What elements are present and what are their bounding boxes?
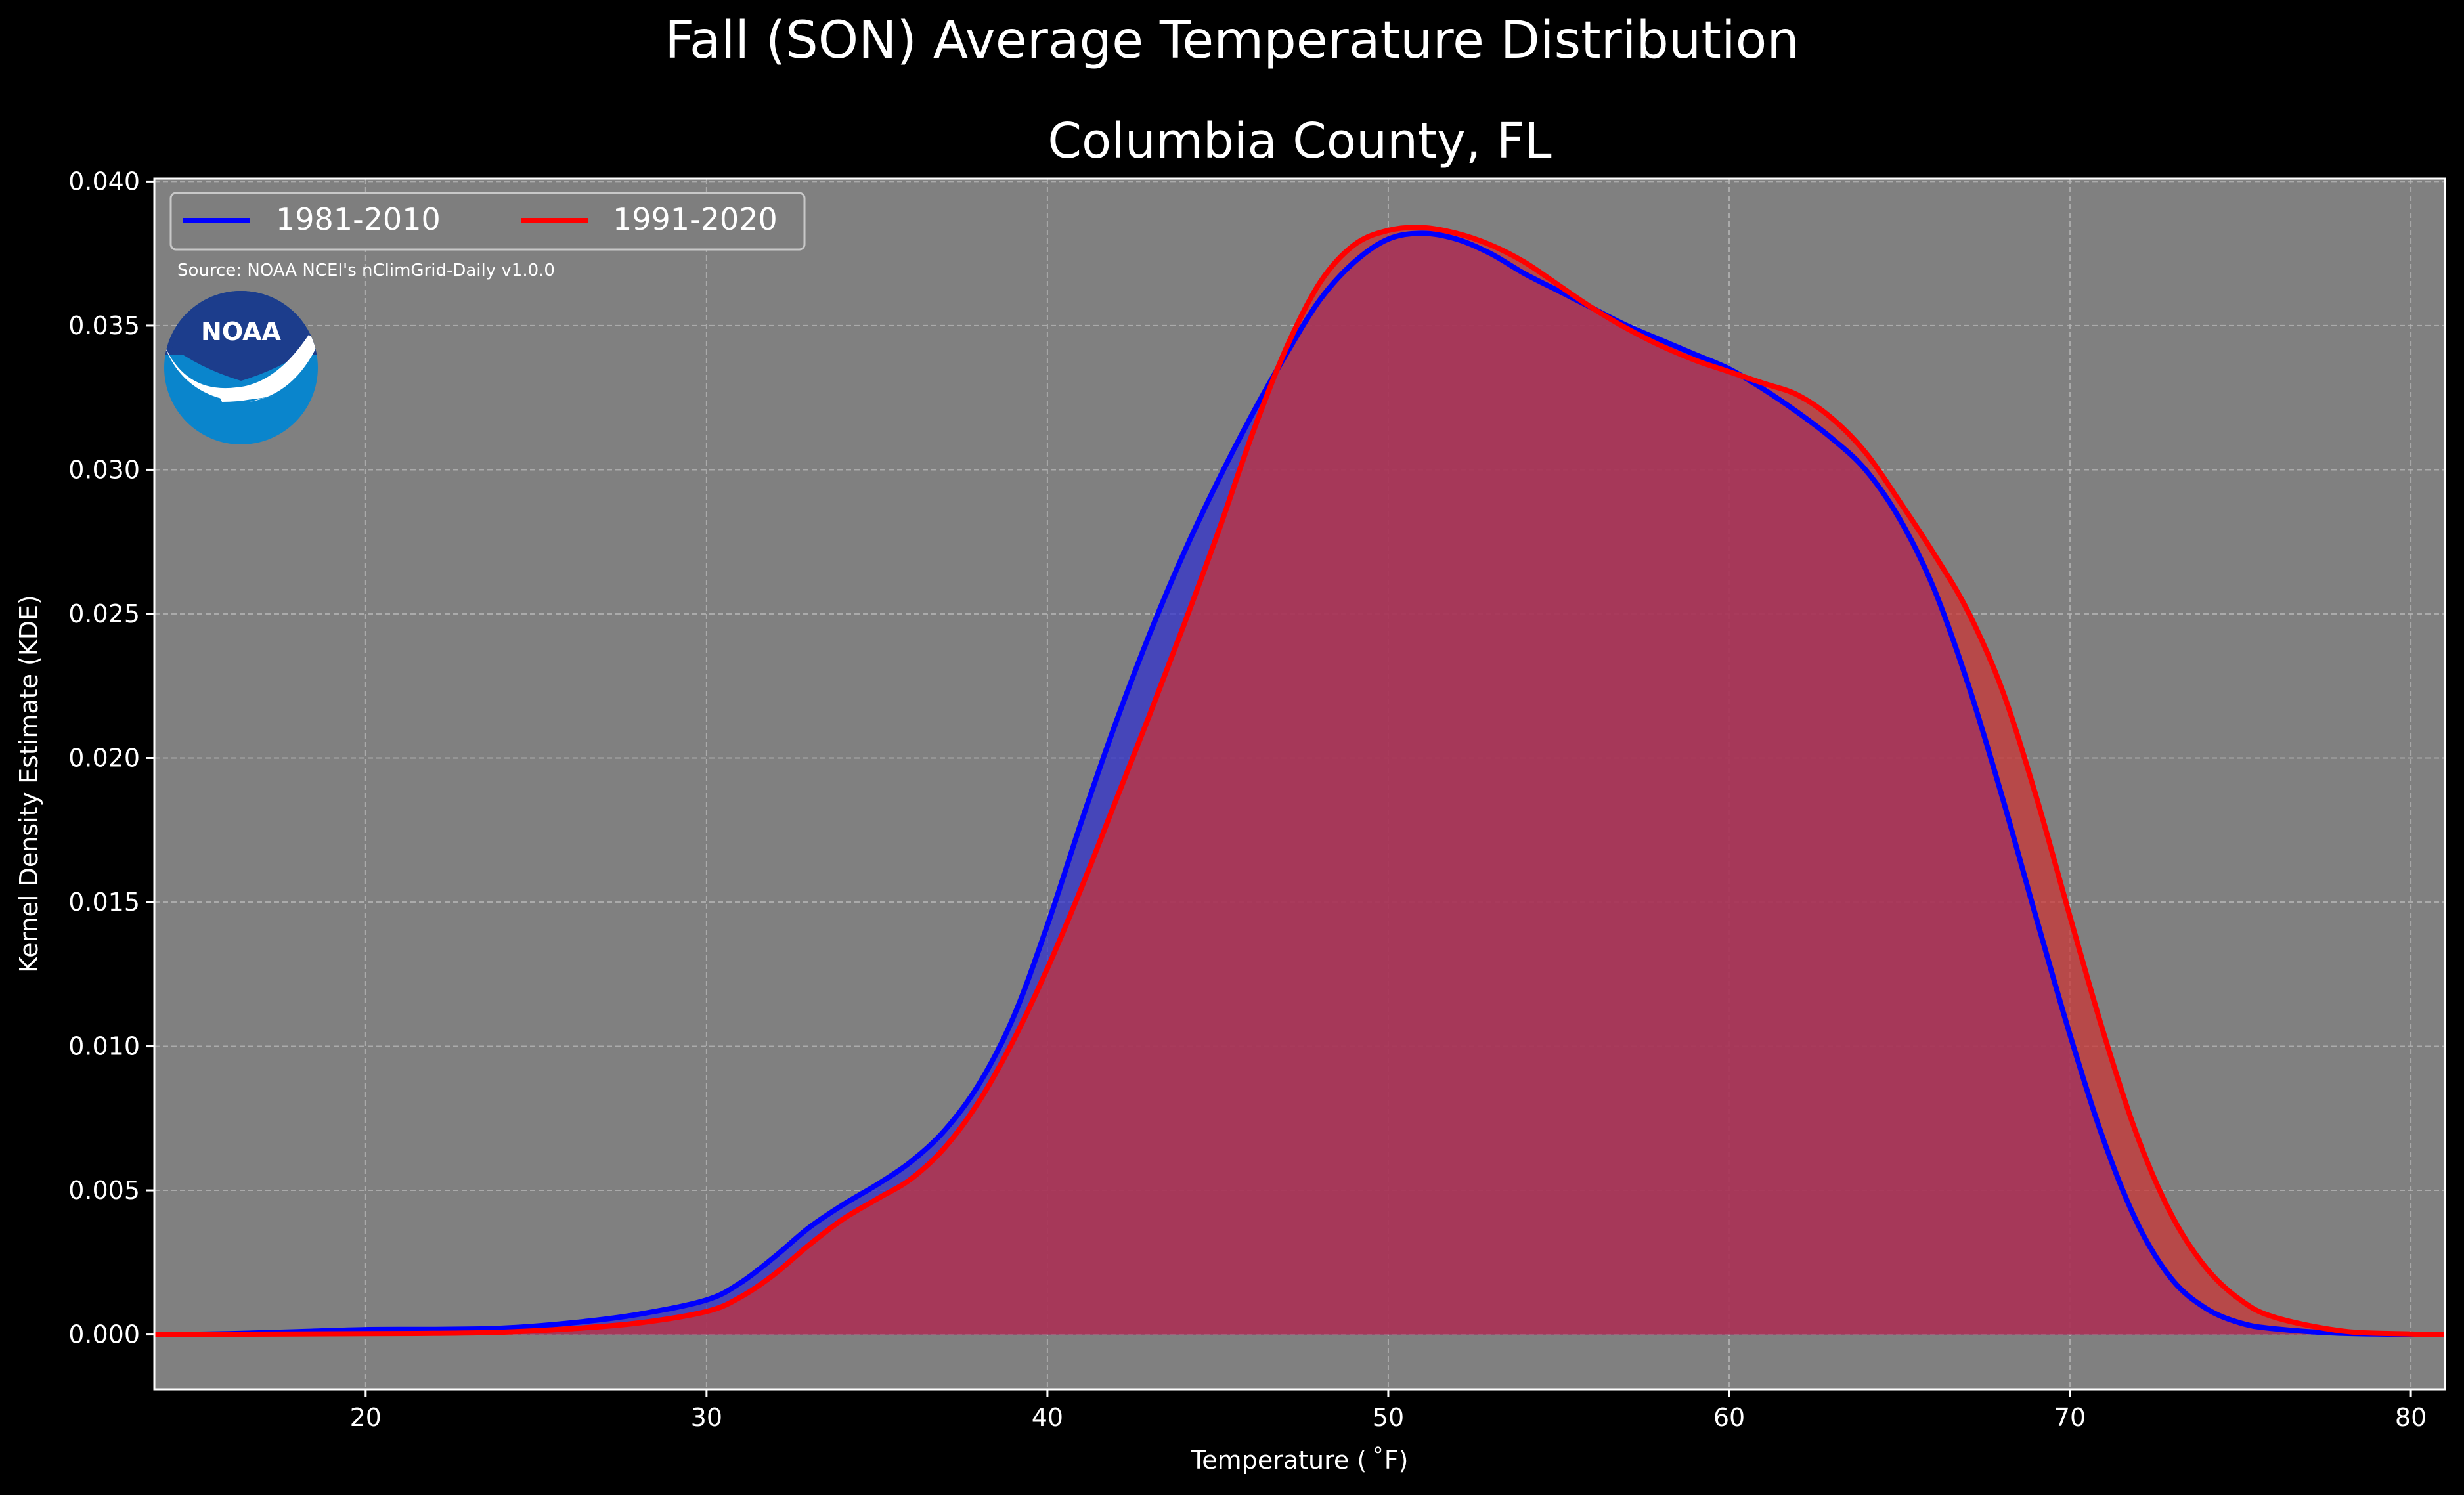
legend: 1981-2010 1991-2020 <box>169 192 806 251</box>
y-tick-label: 0.040 <box>68 167 140 196</box>
figure-suptitle: Fall (SON) Average Temperature Distribut… <box>665 11 1799 70</box>
y-axis: 0.000 0.005 0.010 0.015 0.020 0.025 0.030 0.035… <box>68 167 154 1349</box>
line-1991-2020 <box>154 225 2446 1337</box>
chart-title: Columbia County, FL <box>1047 113 1551 169</box>
x-tick-label: 30 <box>691 1403 722 1432</box>
y-tick-label: 0.020 <box>68 743 140 772</box>
x-tick-label: 70 <box>2054 1403 2086 1432</box>
x-tick-label: 20 <box>350 1403 382 1432</box>
noaa-logo: NOAA <box>164 291 318 444</box>
line-1981-2010 <box>154 230 2446 1337</box>
y-tick-label: 0.000 <box>68 1320 140 1349</box>
y-tick-label: 0.025 <box>68 599 140 628</box>
y-tick-label: 0.015 <box>68 888 140 917</box>
x-axis-label: Temperature ( ˚F) <box>1191 1446 1409 1475</box>
legend-box <box>169 192 806 251</box>
legend-label-1981-2010: 1981-2010 <box>276 202 441 237</box>
y-axis-label: Kernel Density Estimate (KDE) <box>14 595 43 973</box>
series-areas <box>154 227 2445 1335</box>
source-note: Source: NOAA NCEI's nClimGrid-Daily v1.0… <box>177 261 555 280</box>
y-tick-label: 0.035 <box>68 311 140 340</box>
x-tick-label: 50 <box>1373 1403 1404 1432</box>
x-axis: 20 30 40 50 60 70 80 <box>350 1389 2427 1432</box>
legend-label-1991-2020: 1991-2020 <box>613 202 778 237</box>
y-tick-label: 0.005 <box>68 1176 140 1205</box>
x-tick-label: 80 <box>2395 1403 2427 1432</box>
y-tick-label: 0.030 <box>68 455 140 484</box>
x-tick-label: 40 <box>1032 1403 1063 1432</box>
area-1991-2020 <box>154 227 2445 1335</box>
series-lines <box>154 225 2446 1337</box>
plot-frame <box>153 177 2446 1391</box>
x-tick-label: 60 <box>1713 1403 1745 1432</box>
noaa-logo-text: NOAA <box>201 317 281 346</box>
y-tick-label: 0.010 <box>68 1032 140 1061</box>
